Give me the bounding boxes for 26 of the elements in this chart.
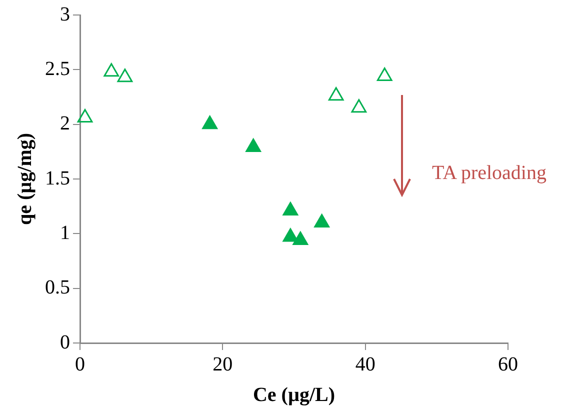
x-tick-label: 40 <box>355 353 376 376</box>
point <box>376 67 392 81</box>
x-tick-label: 20 <box>212 353 233 376</box>
point <box>282 228 298 242</box>
y-tick-label: 2 <box>60 112 70 135</box>
y-tick-label: 1.5 <box>45 167 70 190</box>
point <box>246 138 262 152</box>
point <box>104 63 120 77</box>
point <box>202 116 218 130</box>
point <box>282 202 298 216</box>
x-tick-label: 60 <box>498 353 518 376</box>
annotation: TA preloading <box>432 162 546 185</box>
point <box>328 87 344 101</box>
y-tick-label: 0.5 <box>45 276 70 299</box>
point <box>292 231 308 245</box>
point <box>117 68 133 82</box>
y-tick-label: 1 <box>60 222 70 244</box>
point <box>314 214 330 228</box>
point <box>77 109 93 123</box>
y-tick-label: 2.5 <box>45 58 70 80</box>
y-axis-title: qe (µg/mg) <box>14 132 36 226</box>
y-tick-label: 3 <box>60 3 70 26</box>
y-tick-label: 0 <box>60 331 70 354</box>
x-axis-title: Ce (µg/L) <box>252 384 336 406</box>
x-tick-label: 0 <box>75 353 85 376</box>
point <box>351 99 367 113</box>
